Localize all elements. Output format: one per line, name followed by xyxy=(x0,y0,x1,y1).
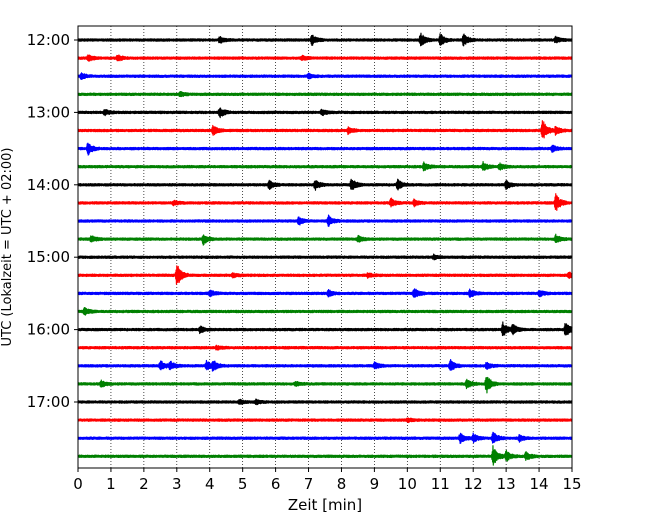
y-tick-label: 13:00 xyxy=(27,103,70,121)
trace-1330 xyxy=(77,142,573,156)
x-axis-ticks: 0 1 2 3 4 5 6 7 8 9 10 11 12 13 14 15 xyxy=(73,468,582,493)
x-tick-label: 2 xyxy=(139,475,149,493)
trace-1530 xyxy=(77,288,573,299)
trace-1415 xyxy=(77,193,573,211)
trace-1215 xyxy=(77,54,573,62)
trace-1545 xyxy=(77,306,573,316)
x-tick-label: 0 xyxy=(73,475,83,493)
x-tick-label: 13 xyxy=(497,475,516,493)
trace-1230 xyxy=(77,72,573,80)
trace-1445 xyxy=(77,233,573,246)
y-tick-label: 16:00 xyxy=(27,321,70,339)
y-axis-ticks: 12:00 13:00 14:00 15:00 16:00 17:00 xyxy=(27,31,78,411)
x-axis-label: Zeit [min] xyxy=(288,496,362,514)
x-tick-label: 4 xyxy=(205,475,215,493)
x-tick-label: 5 xyxy=(238,475,248,493)
trace-1400 xyxy=(77,178,573,191)
trace-1615 xyxy=(77,344,573,351)
trace-1430 xyxy=(77,214,573,227)
y-tick-label: 14:00 xyxy=(27,176,70,194)
trace-1515 xyxy=(77,265,573,285)
x-tick-label: 7 xyxy=(304,475,314,493)
x-tick-label: 15 xyxy=(562,475,581,493)
trace-1715 xyxy=(77,417,573,424)
trace-1600 xyxy=(77,321,573,337)
seismic-traces xyxy=(77,32,573,466)
x-tick-label: 1 xyxy=(106,475,116,493)
y-tick-label: 12:00 xyxy=(27,31,70,49)
trace-1700 xyxy=(77,398,573,406)
trace-1630 xyxy=(77,358,573,372)
x-tick-label: 12 xyxy=(464,475,483,493)
trace-1645 xyxy=(77,376,573,394)
x-tick-label: 11 xyxy=(431,475,450,493)
trace-1315 xyxy=(77,120,573,139)
trace-1245 xyxy=(77,90,573,98)
x-tick-label: 14 xyxy=(530,475,549,493)
trace-1500 xyxy=(77,253,573,261)
y-axis-label: UTC (Lokalzeit = UTC + 02:00) xyxy=(0,148,15,347)
trace-1300 xyxy=(77,107,573,119)
x-tick-label: 8 xyxy=(337,475,347,493)
plot-frame xyxy=(77,25,573,469)
x-tick-label: 10 xyxy=(398,475,417,493)
y-tick-label: 17:00 xyxy=(27,393,70,411)
trace-1200 xyxy=(77,32,573,47)
trace-1345 xyxy=(77,161,573,172)
x-tick-label: 6 xyxy=(271,475,281,493)
x-tick-label: 9 xyxy=(370,475,380,493)
x-tick-label: 3 xyxy=(172,475,182,493)
trace-1745 xyxy=(77,445,573,466)
y-tick-label: 15:00 xyxy=(27,248,70,266)
trace-1730 xyxy=(77,431,573,445)
